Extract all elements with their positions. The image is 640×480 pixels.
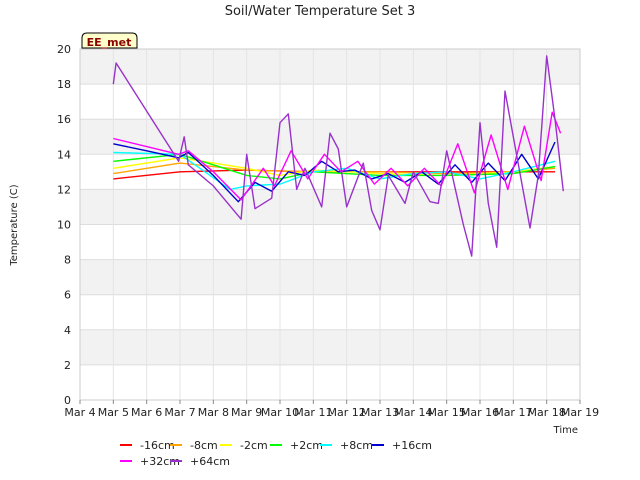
legend-label: +16cm [392, 439, 432, 452]
y-tick-label: 0 [64, 394, 71, 407]
plot-band [80, 294, 580, 330]
legend-item: -16cm [120, 439, 175, 452]
y-axis-label: Temperature (C) [9, 184, 20, 266]
x-tick-label: Mar 8 [198, 406, 229, 419]
y-tick-label: 8 [64, 254, 71, 267]
plot-band [80, 364, 580, 400]
legend-item: +2cm [270, 439, 323, 452]
annotation-text: EE_met [87, 36, 132, 49]
y-tick-label: 10 [57, 219, 71, 232]
plot-band [80, 84, 580, 120]
y-tick-label: 6 [64, 289, 71, 302]
x-tick-label: Mar 5 [98, 406, 129, 419]
x-tick-label: Mar 11 [294, 406, 332, 419]
legend-item: +8cm [320, 439, 373, 452]
legend-label: -8cm [190, 439, 218, 452]
x-tick-label: Mar 4 [64, 406, 95, 419]
x-tick-label: Mar 17 [494, 406, 532, 419]
plot-bands [80, 49, 580, 400]
x-tick-label: Mar 6 [131, 406, 162, 419]
x-axis-label: Time [553, 425, 578, 436]
legend-label: +2cm [290, 439, 323, 452]
series-line-16cm [113, 141, 556, 203]
plot-band [80, 329, 580, 365]
x-tick-label: Mar 7 [164, 406, 195, 419]
y-tick-label: 14 [57, 148, 71, 161]
y-tick-label: 2 [64, 359, 71, 372]
legend-label: +32cm [140, 455, 180, 468]
y-tick-label: 18 [57, 78, 71, 91]
legend-label: +64cm [190, 455, 230, 468]
annotation-badge: EE_met [81, 32, 138, 49]
legend-item: +32cm [120, 455, 180, 468]
chart-title: Soil/Water Temperature Set 3 [225, 4, 416, 19]
x-tick-label: Mar 13 [361, 406, 399, 419]
legend-item: -2cm [220, 439, 268, 452]
legend-label: -16cm [140, 439, 175, 452]
y-tick-label: 12 [57, 183, 71, 196]
y-axis-ticks: 0 2 4 6 8 10 12 14 16 18 20 [57, 43, 71, 407]
y-tick-label: 4 [64, 324, 71, 337]
legend-item: +16cm [372, 439, 432, 452]
legend-item: +64cm [170, 455, 230, 468]
y-tick-label: 16 [57, 113, 71, 126]
x-tick-label: Mar 10 [261, 406, 299, 419]
legend-label: -2cm [240, 439, 268, 452]
x-tick-label: Mar 14 [394, 406, 432, 419]
plot-band [80, 224, 580, 260]
x-tick-label: Mar 18 [528, 406, 566, 419]
plot-band [80, 189, 580, 225]
x-tick-label: Mar 12 [328, 406, 366, 419]
y-tick-label: 20 [57, 43, 71, 56]
series-layer [112, 55, 564, 257]
legend: -16cm -8cm -2cm +2cm +8cm +16cm +32cm +64cm [120, 439, 432, 468]
plot-frame [79, 48, 581, 401]
series-line-64cm [112, 55, 564, 257]
x-tick-label: Mar 9 [231, 406, 262, 419]
series-line-32cm [113, 111, 562, 201]
x-tick-label: Mar 19 [561, 406, 599, 419]
plot-band [80, 259, 580, 295]
legend-item: -8cm [170, 439, 218, 452]
x-tick-label: Mar 16 [461, 406, 499, 419]
plot-band [80, 49, 580, 85]
legend-label: +8cm [340, 439, 373, 452]
x-tick-label: Mar 15 [428, 406, 466, 419]
